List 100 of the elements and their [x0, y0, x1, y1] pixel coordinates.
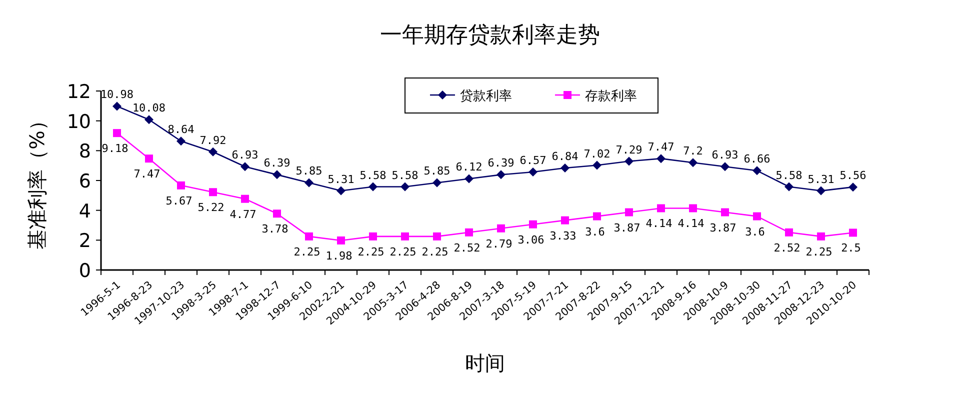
data-label: 5.58 — [776, 168, 802, 182]
point — [593, 212, 601, 220]
point — [465, 228, 473, 236]
legend-label: 贷款利率 — [460, 88, 512, 104]
point — [625, 208, 633, 216]
point — [401, 232, 409, 240]
point — [656, 154, 666, 164]
data-label: 6.93 — [712, 148, 738, 162]
data-label: 5.22 — [198, 201, 224, 214]
point — [560, 163, 570, 172]
data-label: 7.47 — [648, 140, 674, 154]
data-label: 5.58 — [360, 168, 386, 182]
data-label: 2.25 — [390, 245, 416, 258]
y-tick-label: 0 — [78, 260, 91, 282]
point — [561, 216, 569, 224]
data-label: 7.47 — [134, 168, 160, 181]
data-label: 5.58 — [392, 168, 418, 182]
point — [337, 236, 345, 244]
point — [240, 162, 250, 172]
point — [433, 232, 441, 240]
data-label: 3.78 — [262, 222, 288, 236]
point — [688, 158, 698, 168]
data-label: 3.87 — [710, 221, 736, 234]
data-label: 7.02 — [584, 147, 610, 160]
point — [145, 154, 153, 163]
point — [464, 174, 474, 184]
y-tick-label: 12 — [66, 81, 91, 103]
point — [369, 232, 377, 240]
data-label: 6.39 — [264, 156, 290, 170]
chart-title: 一年期存贷款利率走势 — [380, 23, 600, 48]
data-label: 1.98 — [326, 249, 352, 262]
data-label: 4.77 — [230, 208, 256, 221]
y-tick-label: 8 — [78, 140, 91, 163]
y-tick-label: 10 — [66, 110, 91, 133]
data-label: 6.84 — [552, 150, 579, 163]
point — [112, 102, 122, 111]
point — [752, 166, 762, 176]
data-label: 5.56 — [840, 169, 866, 182]
point — [305, 232, 313, 240]
data-label: 4.14 — [646, 217, 673, 230]
point — [368, 182, 378, 192]
data-label: 5.31 — [328, 172, 354, 186]
point — [336, 186, 346, 196]
data-label: 3.6 — [585, 225, 605, 238]
point — [529, 220, 537, 228]
data-label: 3.6 — [745, 225, 765, 238]
point — [144, 115, 154, 124]
data-label: 5.85 — [296, 164, 322, 178]
data-label: 2.25 — [294, 245, 320, 258]
data-label: 6.66 — [744, 152, 770, 166]
point — [497, 224, 505, 232]
data-label: 3.87 — [614, 221, 640, 234]
data-label: 5.31 — [808, 172, 834, 186]
data-label: 6.57 — [520, 154, 546, 167]
data-label: 5.67 — [166, 194, 192, 208]
point — [624, 156, 634, 166]
y-axis-title: 基准利率（%） — [25, 110, 49, 250]
point — [784, 182, 794, 192]
point — [657, 204, 665, 212]
data-label: 2.52 — [454, 241, 480, 254]
y-tick-label: 2 — [78, 230, 91, 252]
point — [753, 212, 761, 220]
data-label: 3.06 — [518, 233, 544, 246]
data-label: 7.29 — [616, 143, 642, 156]
point — [689, 204, 697, 212]
data-label: 3.33 — [550, 229, 576, 242]
data-label: 2.79 — [486, 237, 512, 250]
data-label: 6.93 — [232, 148, 258, 162]
point — [177, 181, 185, 190]
data-label: 2.25 — [422, 245, 448, 258]
data-label: 2.5 — [841, 242, 861, 255]
data-label: 10.08 — [132, 102, 166, 115]
point — [816, 186, 826, 196]
x-axis-title: 时间 — [465, 351, 505, 375]
point — [721, 208, 729, 216]
legend-label: 存款利率 — [585, 88, 637, 104]
point — [113, 129, 121, 138]
data-label: 9.18 — [102, 142, 128, 156]
point — [720, 162, 730, 172]
data-label: 10.98 — [100, 88, 134, 102]
data-label: 6.39 — [488, 156, 514, 170]
data-label: 2.25 — [806, 245, 832, 258]
data-label: 4.14 — [678, 217, 705, 230]
y-tick-label: 4 — [78, 200, 91, 222]
point — [209, 188, 217, 196]
point — [592, 160, 602, 170]
point — [785, 228, 793, 236]
data-label: 6.12 — [456, 160, 482, 174]
point — [400, 182, 410, 192]
y-tick-label: 6 — [78, 170, 91, 192]
point — [849, 228, 857, 237]
point — [273, 210, 281, 218]
point — [528, 168, 538, 176]
point — [241, 194, 249, 203]
point — [176, 136, 186, 146]
point — [817, 232, 825, 240]
point — [848, 182, 858, 192]
data-label: 2.52 — [774, 241, 800, 254]
point — [208, 147, 218, 156]
point — [272, 170, 282, 180]
